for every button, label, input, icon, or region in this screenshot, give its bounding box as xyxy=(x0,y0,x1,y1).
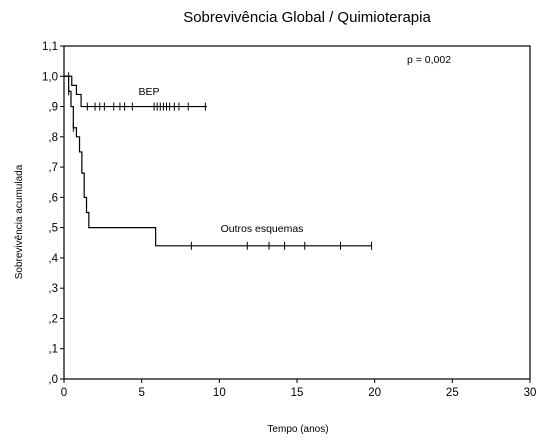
series-label-outros-esquemas: Outros esquemas xyxy=(221,223,304,235)
y-tick-label: ,6 xyxy=(48,192,58,204)
y-tick-label: 1,0 xyxy=(42,71,58,83)
x-tick-label: 20 xyxy=(368,387,381,399)
y-axis-label: Sobrevivência acumulada xyxy=(14,164,25,279)
p-value-annotation: p = 0,002 xyxy=(407,54,451,66)
plot-area: ,0 ,1 ,2 ,3 ,4 ,5 ,6 ,7 ,8 ,9 1,0 1,1 0 5 10 15 20 25 30 BE… xyxy=(42,41,536,399)
x-tick-label: 15 xyxy=(291,387,304,399)
x-tick-label: 10 xyxy=(213,387,226,399)
y-tick-label: ,4 xyxy=(48,253,58,265)
y-tick-label: ,2 xyxy=(48,313,58,325)
plot-frame xyxy=(63,45,531,380)
series-line-outros-esquemas xyxy=(64,75,372,247)
y-tick-label: 1,1 xyxy=(42,41,58,53)
x-tick-label: 25 xyxy=(446,387,459,399)
x-tick-label: 5 xyxy=(138,387,144,399)
y-tick-label: ,0 xyxy=(48,374,58,386)
y-tick-label: ,3 xyxy=(48,283,58,295)
x-tick-label: 30 xyxy=(524,387,537,399)
x-tick-label: 0 xyxy=(61,387,67,399)
chart-title: Sobrevivência Global / Quimioterapia xyxy=(183,9,431,26)
x-axis-label: Tempo (anos) xyxy=(267,424,328,435)
y-tick-label: ,7 xyxy=(48,162,58,174)
series-line-bep xyxy=(64,75,207,108)
y-tick-label: ,1 xyxy=(48,344,58,356)
series-label-bep: BEP xyxy=(138,86,159,98)
y-tick-label: ,9 xyxy=(48,102,58,114)
y-tick-label: ,8 xyxy=(48,132,58,144)
y-tick-label: ,5 xyxy=(48,223,58,235)
